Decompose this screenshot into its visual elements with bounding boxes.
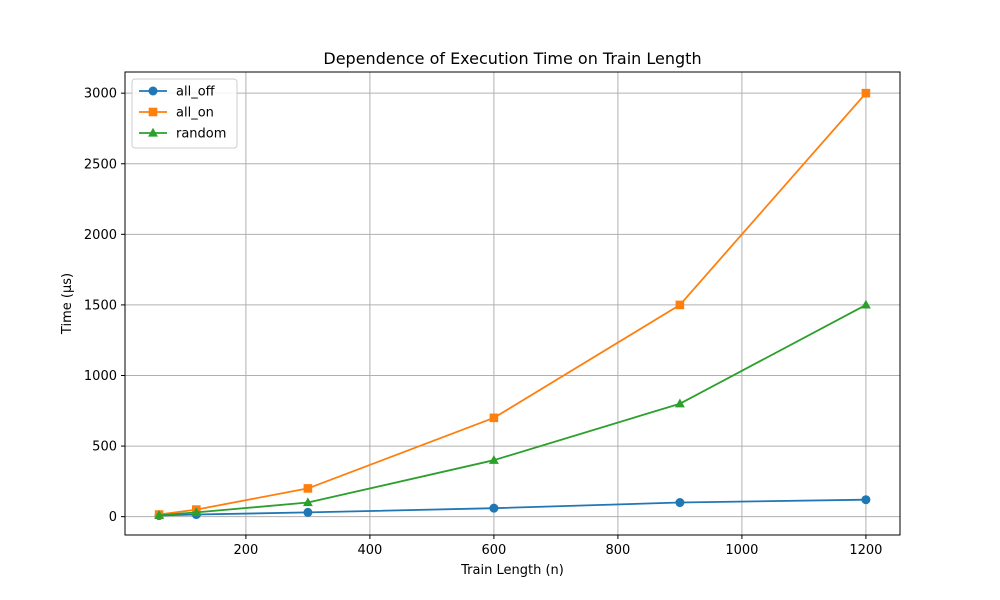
data-point-all_off — [675, 498, 685, 508]
x-axis-label: Train Length (n) — [460, 563, 564, 578]
y-tick-label: 0 — [109, 510, 117, 525]
data-point-all_on — [675, 300, 685, 310]
chart-title: Dependence of Execution Time on Train Le… — [323, 49, 701, 68]
legend-item-all_on: all_on — [139, 106, 214, 121]
grid — [125, 72, 900, 535]
axis-ticks: 200 400 600 800 1000 1200 0 500 1000 1500 2000 2500… — [84, 87, 883, 558]
legend-marker — [148, 107, 158, 117]
y-tick-label: 2500 — [84, 157, 117, 172]
data-point-random — [191, 507, 202, 517]
x-tick-label: 800 — [605, 543, 630, 558]
data-point-random — [674, 398, 685, 408]
y-tick-label: 500 — [92, 440, 117, 455]
data-point-all_off — [489, 503, 499, 513]
legend-marker — [148, 86, 158, 96]
legend-item-all_off: all_off — [139, 85, 216, 100]
legend-marker — [148, 127, 158, 137]
x-tick-label: 1200 — [849, 543, 882, 558]
y-tick-label: 3000 — [84, 87, 117, 102]
y-tick-label: 1500 — [84, 298, 117, 313]
series-line-all_on — [158, 92, 867, 516]
data-point-all_on — [303, 484, 313, 493]
series-line-all_off — [159, 498, 866, 517]
legend-box — [131, 78, 238, 149]
legend-item-random: random — [139, 127, 226, 142]
data-point-all_off — [303, 507, 313, 517]
plot-frame — [124, 71, 901, 536]
x-tick-label: 600 — [481, 543, 506, 558]
data-point-random — [154, 510, 165, 519]
y-axis-label: Time (μs) — [60, 273, 75, 335]
x-tick-label: 1000 — [725, 543, 758, 558]
legend-label: all_on — [176, 106, 214, 121]
y-tick-label: 2000 — [84, 228, 117, 243]
data-point-all_on — [861, 88, 871, 98]
x-tick-label: 200 — [233, 543, 258, 558]
data-point-random — [488, 454, 499, 464]
y-tick-label: 1000 — [84, 369, 117, 384]
legend-label: all_off — [176, 85, 216, 100]
series-layer — [154, 88, 871, 521]
data-point-random — [302, 497, 313, 507]
series-random — [154, 299, 871, 519]
series-line-random — [159, 304, 867, 517]
data-point-all_off — [861, 495, 871, 505]
data-point-all_on — [489, 413, 499, 423]
legend-label: random — [176, 127, 226, 142]
x-tick-label: 400 — [357, 543, 382, 558]
data-point-random — [860, 299, 871, 309]
